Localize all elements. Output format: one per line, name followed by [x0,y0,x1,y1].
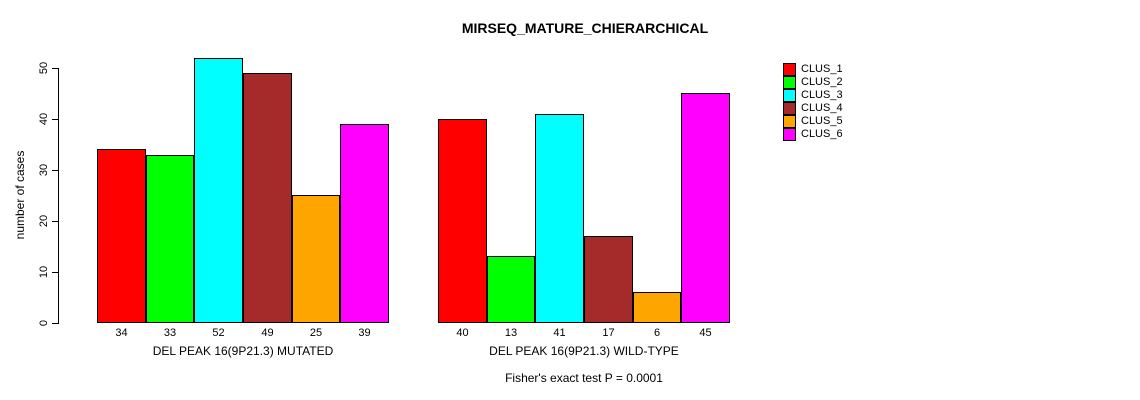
fisher-test-annotation: Fisher's exact test P = 0.0001 [505,371,663,385]
y-tick-mark [52,272,59,273]
bar-value-label: 6 [653,327,661,339]
y-tick-mark [52,221,59,222]
legend-swatch [783,89,796,102]
y-axis-title: number of cases [13,150,27,240]
bar-value-label: 49 [261,327,274,339]
legend-row: CLUS_1 [783,63,843,76]
y-tick-label: 50 [38,61,50,75]
bar-group2-clus_3 [535,114,584,323]
legend-label: CLUS_1 [801,63,843,75]
bar-group1-clus_2 [146,155,194,323]
y-tick-label: 30 [38,163,50,177]
y-axis-line [58,68,59,323]
legend-label: CLUS_3 [801,89,843,101]
legend-label: CLUS_2 [801,76,843,88]
bar-group2-clus_1 [438,119,487,323]
y-tick-mark [52,119,59,120]
bar-value-label: 45 [699,327,712,339]
group-label-mutated: DEL PEAK 16(9P21.3) MUTATED [152,344,334,358]
bar-value-label: 17 [602,327,615,339]
legend: CLUS_1 CLUS_2 CLUS_3 CLUS_4 CLUS_5 CLUS_6 [783,63,843,141]
bar-value-label: 40 [456,327,469,339]
y-tick-mark [52,323,59,324]
bar-value-label: 33 [163,327,177,339]
chart-title: MIRSEQ_MATURE_CHIERARCHICAL [461,20,709,36]
legend-label: CLUS_5 [801,115,843,127]
legend-swatch [783,115,796,128]
y-tick-mark [52,68,59,69]
bar-group1-clus_5 [292,195,340,323]
bar-value-label: 52 [212,327,225,339]
group-label-wild-type: DEL PEAK 16(9P21.3) WILD-TYPE [489,344,679,358]
legend-swatch [783,63,796,76]
legend-row: CLUS_3 [783,89,843,102]
bar-group1-clus_4 [243,73,292,323]
bar-group1-clus_3 [194,58,243,323]
bar-group1-clus_1 [97,149,146,323]
y-tick-label: 20 [38,214,50,228]
bar-group2-clus_6 [681,93,730,323]
bar-group1-clus_6 [340,124,389,323]
legend-label: CLUS_4 [801,102,843,114]
legend-swatch [783,128,796,141]
legend-swatch [783,102,796,115]
legend-row: CLUS_5 [783,115,843,128]
bar-group2-clus_5 [633,292,681,323]
bar-value-label: 39 [358,327,371,339]
bar-group2-clus_4 [584,236,633,323]
y-tick-label: 10 [38,265,50,279]
bar-value-label: 13 [504,327,518,339]
legend-label: CLUS_6 [801,128,843,140]
legend-swatch [783,76,796,89]
bar-group2-clus_2 [487,256,535,323]
legend-row: CLUS_6 [783,128,843,141]
y-tick-mark [52,170,59,171]
y-tick-label: 0 [38,319,50,327]
bar-value-label: 25 [309,327,323,339]
y-tick-label: 40 [38,112,50,126]
legend-row: CLUS_2 [783,76,843,89]
bar-value-label: 41 [553,327,566,339]
legend-row: CLUS_4 [783,102,843,115]
bar-value-label: 34 [115,327,128,339]
